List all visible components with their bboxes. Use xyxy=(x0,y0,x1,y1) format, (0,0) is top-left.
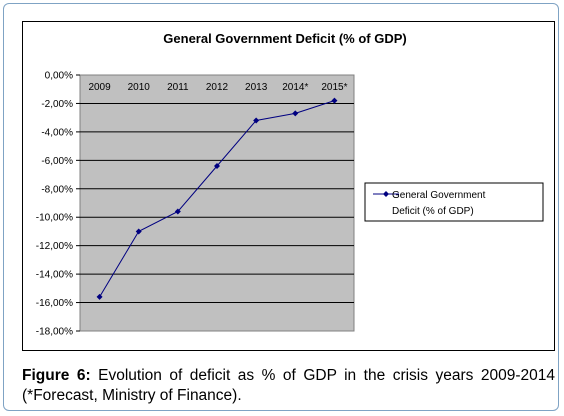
y-tick-label: -12,00% xyxy=(36,241,73,252)
legend-marker xyxy=(383,191,389,197)
chart-title: General Government Deficit (% of GDP) xyxy=(163,31,406,46)
y-tick-label: -6,00% xyxy=(41,156,73,167)
legend-label-line-2: Deficit (% of GDP) xyxy=(392,206,474,217)
legend: General Government Deficit (% of GDP) xyxy=(364,182,544,222)
y-tick-label: -10,00% xyxy=(36,213,73,224)
x-tick-label: 2009 xyxy=(88,82,111,93)
data-point xyxy=(214,163,220,170)
x-tick-label: 2014* xyxy=(282,82,308,93)
x-tick-label: 2011 xyxy=(167,82,189,93)
x-tick-label: 2012 xyxy=(206,82,229,93)
x-axis-tick-labels: 2009 2010 2011 2012 2013 2014* 2015* xyxy=(88,82,347,93)
caption-label: Figure 6: xyxy=(22,367,91,384)
y-tick-label: -18,00% xyxy=(36,327,73,338)
data-point xyxy=(96,293,103,300)
y-tick-label: -2,00% xyxy=(41,99,73,110)
data-point xyxy=(174,208,181,215)
y-tick-label: -8,00% xyxy=(41,184,73,195)
x-tick-label: 2013 xyxy=(245,82,268,93)
chart-container: General Government Deficit (% of GDP) 0,… xyxy=(22,21,555,351)
series-group xyxy=(96,97,338,300)
legend-box xyxy=(364,182,544,222)
data-point xyxy=(253,117,260,124)
x-tick-label: 2010 xyxy=(128,82,151,93)
data-point xyxy=(135,228,142,235)
line-chart: General Government Deficit (% of GDP) 0,… xyxy=(36,31,544,338)
figure-caption: Figure 6: Evolution of deficit as % of G… xyxy=(22,366,555,406)
plot-area xyxy=(79,74,355,332)
legend-label-line-1: General Government xyxy=(392,190,486,201)
caption-text: Evolution of deficit as % of GDP in the … xyxy=(22,367,555,404)
y-tick-label: -4,00% xyxy=(41,127,73,138)
gridlines xyxy=(80,102,354,304)
y-tick-label: -14,00% xyxy=(36,270,73,281)
y-axis-tick-labels: 0,00% -2,00% -4,00% -6,00% -8,00% -10,00% -12,… xyxy=(36,71,80,338)
data-point xyxy=(292,110,299,117)
y-tick-label: -16,00% xyxy=(36,298,73,309)
y-tick-label: 0,00% xyxy=(45,71,73,82)
x-tick-label: 2015* xyxy=(321,82,347,93)
figure-frame: General Government Deficit (% of GDP) 0,… xyxy=(3,3,559,411)
data-point xyxy=(331,97,338,104)
